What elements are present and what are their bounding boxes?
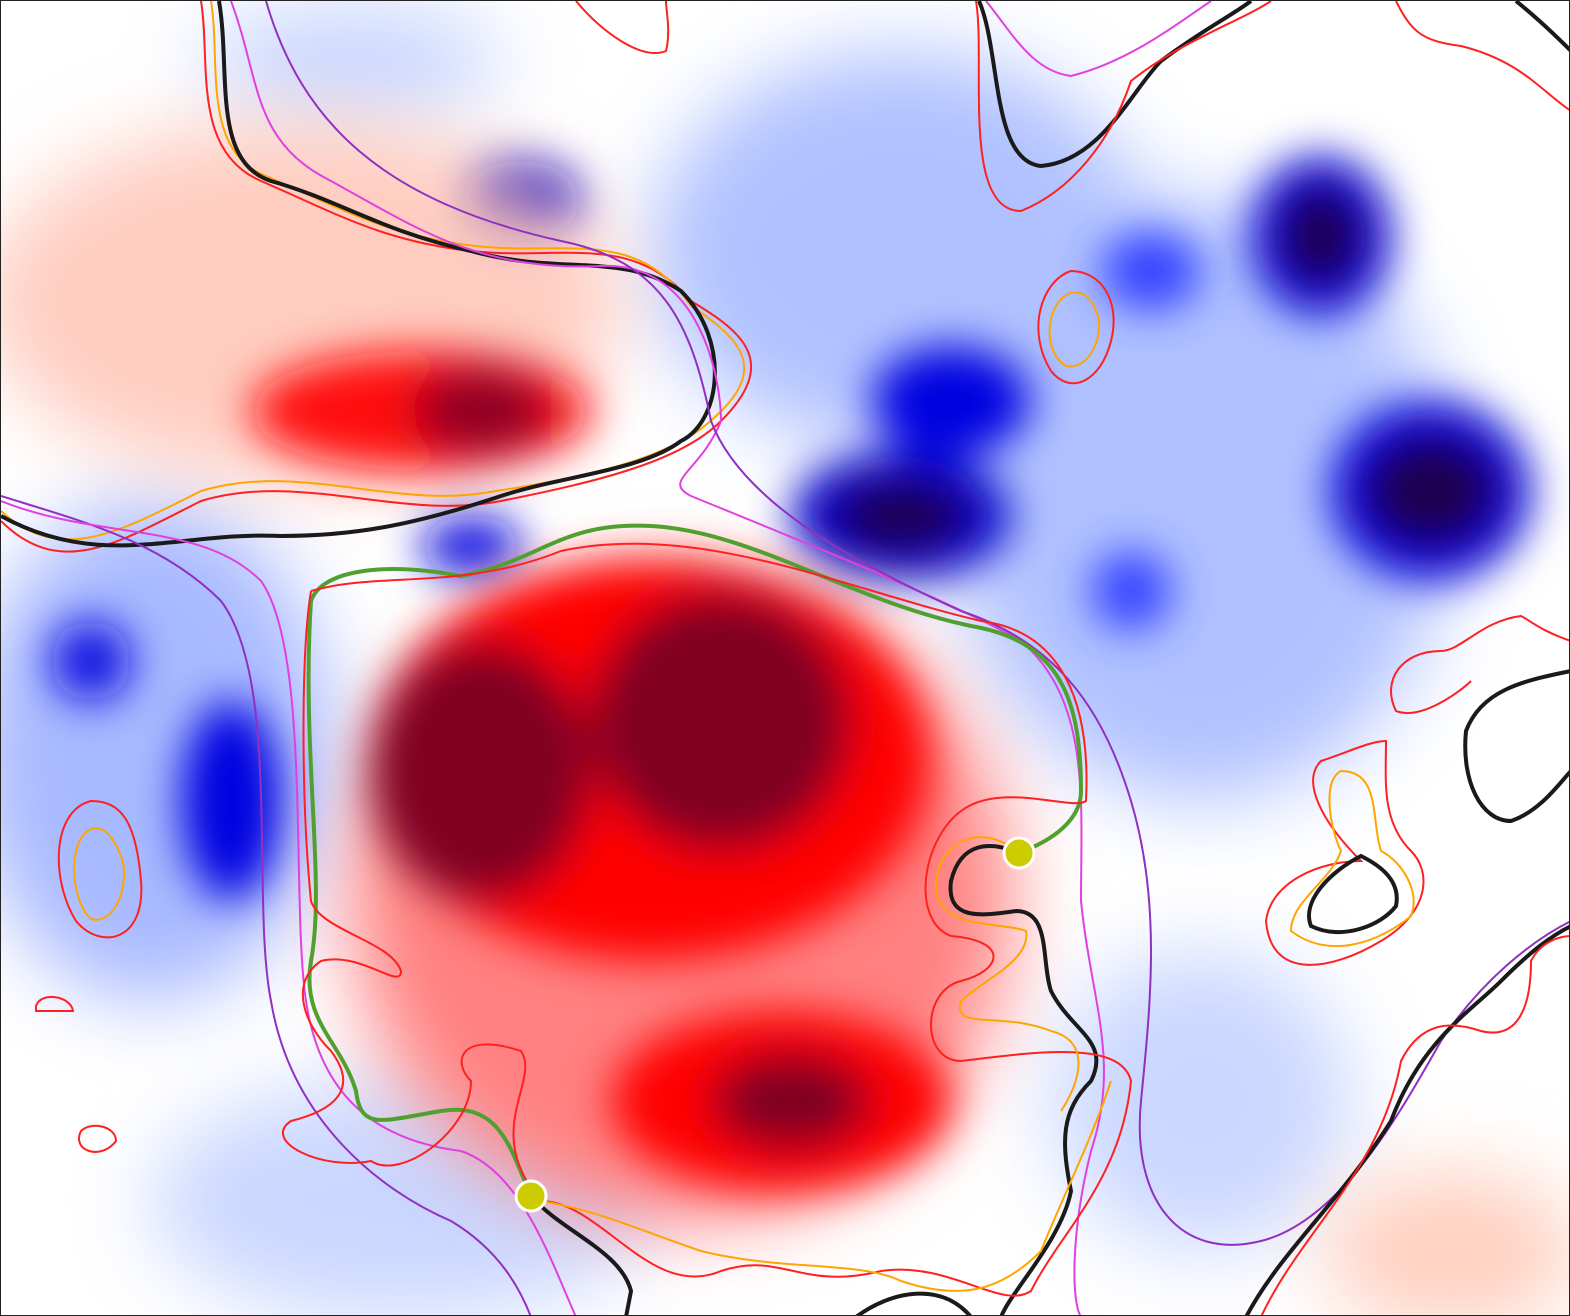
contour-green — [306, 523, 1084, 1197]
contour-orange-lower — [540, 836, 1112, 1292]
contour-right-black — [1244, 669, 1569, 1315]
contour-orange-island — [73, 291, 1101, 921]
positive-cores — [251, 351, 951, 1191]
contour-black-ne — [977, 1, 1569, 169]
contour-magenta-ne — [985, 1, 1212, 78]
contour-red — [1, 1, 753, 553]
contour-black-lower — [529, 844, 1099, 1315]
contour-right-group — [1264, 614, 1569, 966]
contour-black — [1, 1, 717, 548]
contour-red-ne — [575, 1, 1569, 213]
contour-magenta-left — [1, 500, 577, 1315]
contour-magenta — [230, 1, 1105, 1315]
negative-field — [1, 1, 1451, 1315]
contour-right-orange — [1289, 769, 1415, 947]
contour-red-lower — [282, 542, 1133, 1297]
marker-point — [1002, 836, 1036, 870]
contour-red-se — [1260, 935, 1569, 1315]
contour-red-island — [35, 269, 1115, 1153]
contour-purple-left — [1, 495, 532, 1315]
marker-point — [514, 1179, 548, 1213]
